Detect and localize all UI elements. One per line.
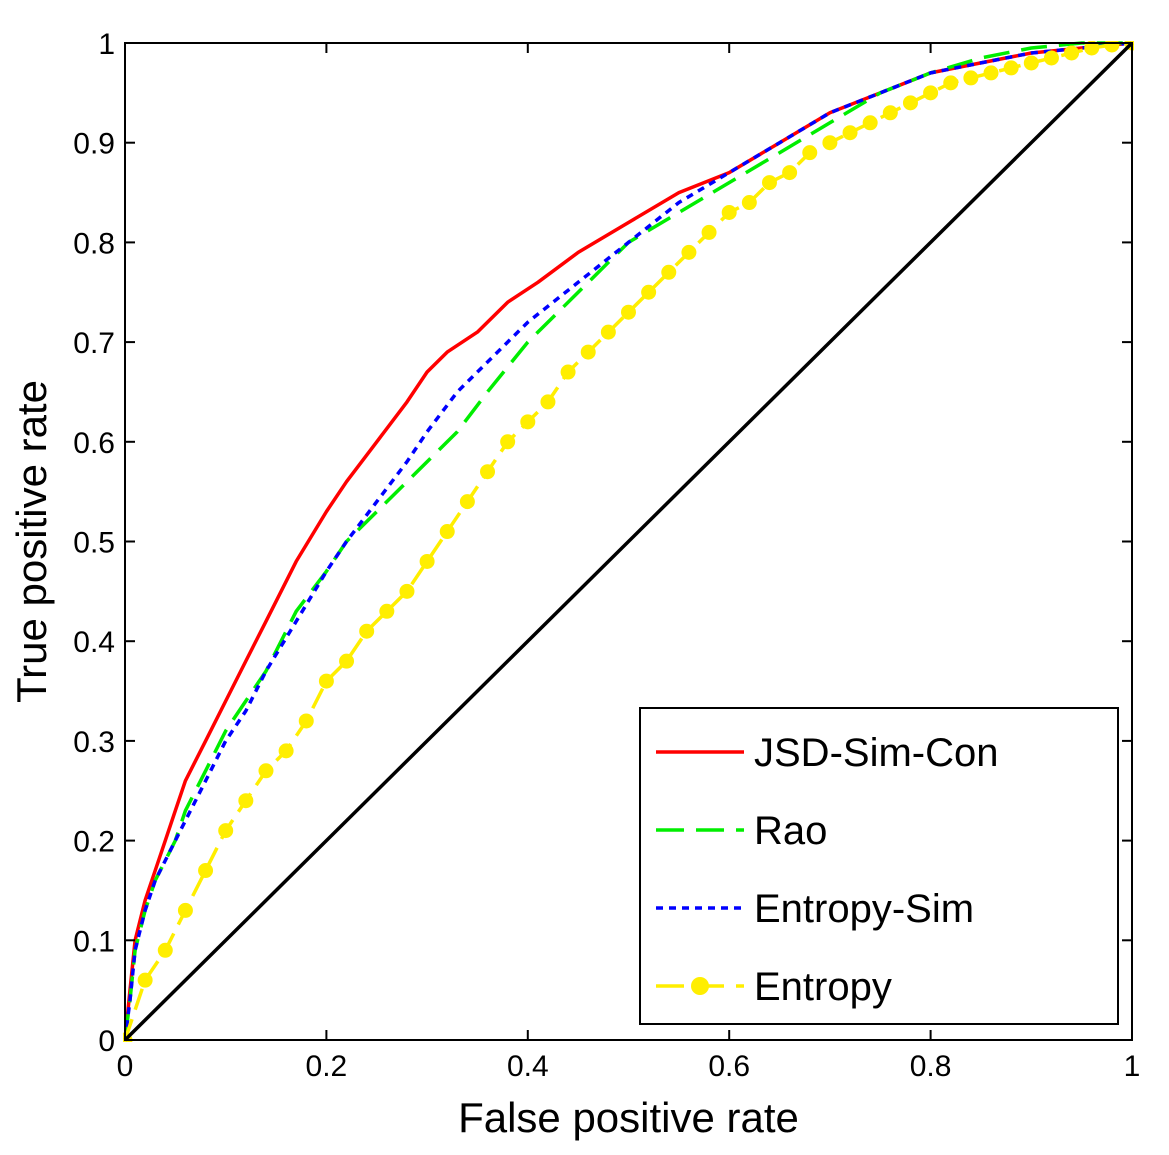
series-layer bbox=[123, 41, 1134, 1042]
entropy-marker bbox=[701, 224, 717, 240]
entropy-marker bbox=[379, 603, 395, 619]
entropy-marker bbox=[923, 85, 939, 101]
entropy-marker bbox=[500, 434, 516, 450]
entropy-marker bbox=[520, 414, 536, 430]
series-line-rao bbox=[123, 41, 1132, 1041]
y-tick-label: 1 bbox=[98, 28, 115, 61]
y-tick-label: 0.8 bbox=[73, 227, 115, 260]
y-tick-label: 0 bbox=[98, 1025, 115, 1058]
entropy-marker bbox=[1023, 55, 1039, 71]
x-tick-label: 0.6 bbox=[708, 1050, 750, 1083]
entropy-marker bbox=[983, 65, 999, 81]
legend-label: Entropy-Sim bbox=[754, 887, 974, 931]
entropy-marker bbox=[359, 623, 375, 639]
entropy-marker bbox=[681, 244, 697, 260]
entropy-marker bbox=[1043, 50, 1059, 66]
y-tick-label: 0.9 bbox=[73, 128, 115, 161]
y-tick-label: 0.2 bbox=[73, 826, 115, 859]
x-tick-label: 1 bbox=[1124, 1050, 1141, 1083]
entropy-marker bbox=[1003, 60, 1019, 76]
entropy-marker bbox=[963, 70, 979, 86]
entropy-marker bbox=[459, 494, 475, 510]
entropy-marker bbox=[439, 524, 455, 540]
entropy-marker bbox=[1064, 45, 1080, 61]
entropy-marker bbox=[641, 284, 657, 300]
entropy-marker bbox=[862, 115, 878, 131]
x-tick-label: 0.2 bbox=[306, 1050, 348, 1083]
x-tick-label: 0.8 bbox=[910, 1050, 952, 1083]
entropy-marker bbox=[238, 793, 254, 809]
entropy-marker bbox=[1084, 41, 1100, 56]
entropy-marker bbox=[761, 175, 777, 191]
x-axis-title: False positive rate bbox=[458, 1094, 799, 1141]
entropy-marker bbox=[399, 583, 415, 599]
entropy-marker bbox=[802, 145, 818, 161]
entropy-marker bbox=[621, 304, 636, 320]
entropy-marker bbox=[157, 942, 173, 958]
entropy-marker bbox=[782, 165, 798, 181]
legend-label: Rao bbox=[754, 809, 827, 853]
y-tick-label: 0.3 bbox=[73, 726, 115, 759]
entropy-marker bbox=[902, 95, 918, 111]
entropy-marker bbox=[198, 863, 214, 879]
legend-label: JSD-Sim-Con bbox=[754, 731, 998, 775]
entropy-marker bbox=[741, 195, 757, 211]
entropy-marker bbox=[137, 972, 153, 988]
y-tick-label: 0.5 bbox=[73, 527, 115, 560]
legend-box bbox=[639, 707, 1119, 1025]
y-tick-label: 0.7 bbox=[73, 327, 115, 360]
axes-layer: 0 0.2 0.4 0.6 0.8 1 0 0.1 0.2 0.3 0.4 0.5 0.6 0.7 0.8 0… bbox=[73, 28, 1140, 1083]
entropy-marker bbox=[882, 105, 898, 121]
entropy-marker bbox=[822, 135, 838, 151]
entropy-marker bbox=[721, 204, 737, 220]
entropy-marker bbox=[580, 344, 596, 360]
series-line-jsd-sim-con bbox=[123, 41, 1133, 1041]
y-axis-title: True positive rate bbox=[8, 380, 55, 703]
x-tick-label: 0 bbox=[117, 1050, 134, 1083]
entropy-marker bbox=[278, 743, 294, 759]
entropy-marker bbox=[258, 763, 274, 779]
entropy-marker bbox=[480, 464, 496, 480]
entropy-marker bbox=[842, 125, 858, 141]
entropy-marker bbox=[943, 75, 959, 91]
entropy-marker bbox=[661, 264, 677, 280]
y-tick-label: 0.4 bbox=[73, 626, 115, 659]
entropy-marker bbox=[318, 673, 334, 689]
y-tick-label: 0.1 bbox=[73, 925, 115, 958]
entropy-marker bbox=[177, 902, 193, 918]
entropy-marker bbox=[218, 823, 234, 839]
entropy-marker bbox=[298, 713, 314, 729]
entropy-marker bbox=[339, 653, 355, 669]
series-line-entropy-sim bbox=[123, 41, 1133, 1041]
entropy-marker bbox=[419, 553, 435, 569]
legend-marker bbox=[691, 977, 709, 995]
x-tick-label: 0.4 bbox=[507, 1050, 549, 1083]
y-tick-label: 0.6 bbox=[73, 427, 115, 460]
entropy-marker bbox=[560, 364, 576, 380]
legend: JSD-Sim-Con Rao Entropy-Sim Entropy bbox=[639, 707, 1119, 1025]
entropy-marker bbox=[540, 394, 556, 410]
legend-label: Entropy bbox=[754, 965, 892, 1009]
series-line-diagonal bbox=[123, 41, 1134, 1042]
entropy-marker bbox=[600, 324, 616, 340]
